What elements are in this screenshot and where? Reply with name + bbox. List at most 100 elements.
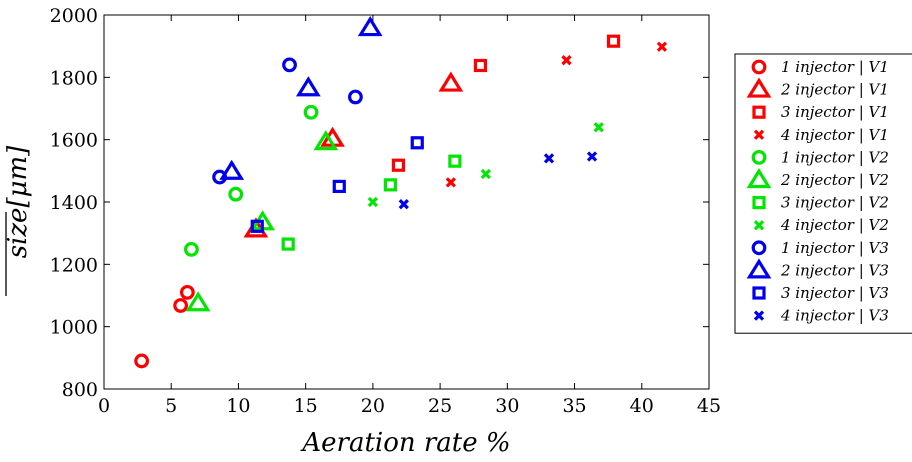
circle-marker: [228, 186, 244, 202]
legend-label: 3 injector | V2: [781, 194, 889, 212]
x-tick-label: 10: [226, 395, 250, 417]
square-marker: [391, 158, 406, 172]
legend-label: 1 injector | V1: [781, 58, 889, 76]
series-10: [219, 16, 383, 180]
square-marker: [281, 237, 295, 251]
legend-entry: 3 injector | V2: [752, 194, 889, 212]
series-2: [243, 71, 464, 238]
circle-marker: [173, 298, 189, 313]
y-axis-title: size[μm]: [3, 145, 33, 258]
x-marker: [561, 55, 572, 66]
square-marker: [752, 196, 766, 210]
legend-label: 2 injector | V1: [780, 81, 889, 99]
circle-marker: [183, 241, 199, 257]
square-marker: [448, 154, 462, 168]
y-tick-label: 1600: [50, 130, 98, 152]
series-8: [367, 122, 604, 208]
square-marker: [250, 219, 264, 233]
series-12: [398, 151, 598, 210]
circle-marker: [179, 284, 195, 300]
circle-marker: [751, 240, 767, 256]
x-tick-label: 20: [361, 395, 385, 417]
legend-entry: 2 injector | V2: [746, 167, 889, 189]
circle-marker: [134, 353, 150, 369]
y-axis-title-group: size[μm]: [3, 145, 33, 296]
square-marker: [752, 105, 766, 119]
series-11: [250, 136, 424, 233]
y-tick-label: 800: [62, 379, 98, 401]
triangle-marker: [438, 71, 464, 92]
x-marker: [753, 310, 765, 321]
series-9: [212, 57, 363, 185]
legend-entry: 4 injector | V1: [753, 126, 889, 144]
legend-entry: 2 injector | V3: [746, 258, 889, 279]
triangle-marker: [746, 77, 772, 98]
circle-marker: [282, 57, 297, 73]
square-marker: [473, 58, 488, 73]
triangle-marker: [219, 159, 245, 180]
triangle-marker: [746, 258, 772, 279]
x-marker: [656, 41, 668, 52]
x-tick-label: 30: [495, 395, 519, 417]
axis-ticks: 0 5 10 15 20 25 30 35 40 45 800 1000 1200 1400 1600 180…: [50, 5, 721, 417]
legend-entry: 1 injector | V1: [751, 58, 889, 76]
circle-marker: [303, 104, 319, 120]
triangle-marker: [357, 16, 383, 37]
x-marker: [753, 129, 765, 140]
x-tick-label: 35: [562, 395, 586, 417]
triangle-marker: [746, 167, 772, 189]
legend-label: 1 injector | V2: [781, 148, 889, 166]
y-tick-label: 1400: [50, 192, 98, 214]
legend-label: 4 injector | V1: [780, 126, 889, 144]
legend-label: 1 injector | V3: [781, 239, 889, 257]
triangle-marker: [313, 130, 339, 151]
y-tick-label: 1200: [50, 254, 98, 276]
y-tick-label: 1000: [50, 317, 98, 339]
series-4: [445, 41, 668, 188]
legend-label: 3 injector | V3: [781, 284, 889, 302]
x-marker: [445, 177, 456, 188]
circle-marker: [751, 149, 767, 165]
legend-entry: 4 injector | V3: [753, 307, 889, 325]
square-marker: [410, 136, 424, 150]
x-tick-label: 40: [630, 395, 654, 417]
square-marker: [383, 178, 397, 192]
square-marker: [332, 179, 346, 194]
x-tick-label: 15: [294, 395, 318, 417]
y-tick-label: 2000: [50, 5, 98, 27]
legend-entry: 1 injector | V2: [751, 148, 889, 166]
data-points: [134, 16, 668, 369]
x-marker: [367, 196, 379, 208]
legend-entry: 4 injector | V2: [753, 216, 889, 234]
x-marker: [586, 151, 598, 162]
x-marker: [543, 153, 555, 164]
legend-entry: 1 injector | V3: [751, 239, 889, 257]
square-marker: [752, 286, 766, 300]
series-5: [183, 104, 319, 257]
legend-entry: 3 injector | V3: [752, 284, 889, 302]
legend-label: 3 injector | V1: [781, 103, 889, 121]
triangle-marker: [295, 76, 321, 97]
x-tick-label: 25: [428, 395, 452, 417]
x-axis-title: Aeration rate %: [300, 428, 510, 458]
x-tick-label: 5: [165, 395, 177, 417]
legend-label: 4 injector | V3: [780, 307, 889, 325]
series-1: [134, 284, 195, 369]
series-7: [281, 154, 462, 251]
legend-entry: 2 injector | V1: [746, 77, 889, 99]
legend-entry: 3 injector | V1: [752, 103, 889, 121]
x-marker: [480, 168, 491, 180]
x-marker: [753, 220, 765, 231]
triangle-marker: [185, 291, 211, 312]
circle-marker: [751, 59, 767, 75]
series-3: [391, 34, 621, 172]
square-marker: [606, 34, 621, 48]
x-marker: [593, 122, 604, 133]
legend-label: 2 injector | V2: [780, 171, 889, 189]
x-tick-label: 45: [697, 395, 721, 417]
legend-label: 4 injector | V2: [780, 216, 889, 234]
x-tick-label: 0: [98, 395, 110, 417]
legend-label: 2 injector | V3: [780, 261, 889, 279]
legend: 1 injector | V1 2 injector | V1 3 injector…: [734, 53, 912, 334]
